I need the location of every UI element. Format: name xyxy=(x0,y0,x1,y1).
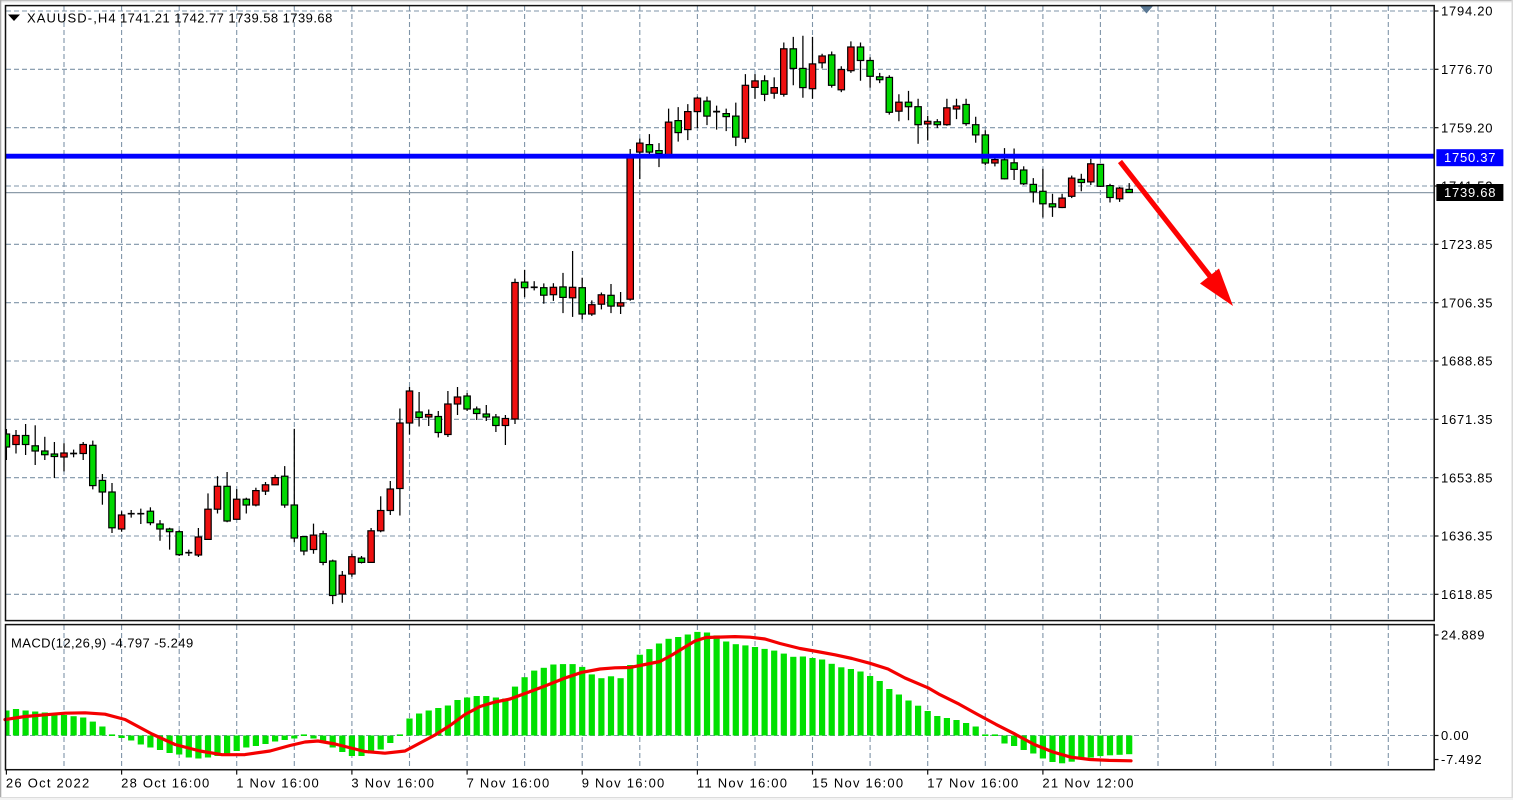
svg-text:15 Nov 16:00: 15 Nov 16:00 xyxy=(812,776,904,791)
svg-text:26 Oct 2022: 26 Oct 2022 xyxy=(6,776,91,791)
svg-text:1688.85: 1688.85 xyxy=(1441,354,1493,369)
svg-text:9 Nov 16:00: 9 Nov 16:00 xyxy=(582,776,666,791)
svg-text:1618.85: 1618.85 xyxy=(1441,587,1493,602)
svg-text:1759.20: 1759.20 xyxy=(1441,120,1493,135)
svg-text:1741.21 1742.77 1739.58 1739.6: 1741.21 1742.77 1739.58 1739.68 xyxy=(120,11,333,26)
svg-text:1739.68: 1739.68 xyxy=(1444,185,1496,200)
svg-text:1706.35: 1706.35 xyxy=(1441,295,1493,310)
svg-text:0.00: 0.00 xyxy=(1441,728,1469,743)
svg-text:3 Nov 16:00: 3 Nov 16:00 xyxy=(351,776,435,791)
svg-text:1723.85: 1723.85 xyxy=(1441,237,1493,252)
svg-text:1 Nov 16:00: 1 Nov 16:00 xyxy=(236,776,320,791)
svg-text:7 Nov 16:00: 7 Nov 16:00 xyxy=(467,776,551,791)
svg-text:1794.20: 1794.20 xyxy=(1441,4,1493,19)
svg-text:17 Nov 16:00: 17 Nov 16:00 xyxy=(927,776,1019,791)
svg-text:1750.37: 1750.37 xyxy=(1444,150,1496,165)
svg-text:21 Nov 12:00: 21 Nov 12:00 xyxy=(1042,776,1134,791)
svg-text:1671.35: 1671.35 xyxy=(1441,412,1493,427)
svg-text:-7.492: -7.492 xyxy=(1441,752,1482,767)
svg-text:24.889: 24.889 xyxy=(1441,628,1485,643)
svg-text:11 Nov 16:00: 11 Nov 16:00 xyxy=(697,776,788,791)
svg-text:XAUUSD-,H4: XAUUSD-,H4 xyxy=(27,11,117,26)
svg-text:1636.35: 1636.35 xyxy=(1441,529,1493,544)
svg-text:MACD(12,26,9) -4.797 -5.249: MACD(12,26,9) -4.797 -5.249 xyxy=(11,636,194,651)
svg-text:1776.70: 1776.70 xyxy=(1441,62,1493,77)
svg-text:1653.85: 1653.85 xyxy=(1441,470,1493,485)
svg-text:28 Oct 16:00: 28 Oct 16:00 xyxy=(121,776,210,791)
